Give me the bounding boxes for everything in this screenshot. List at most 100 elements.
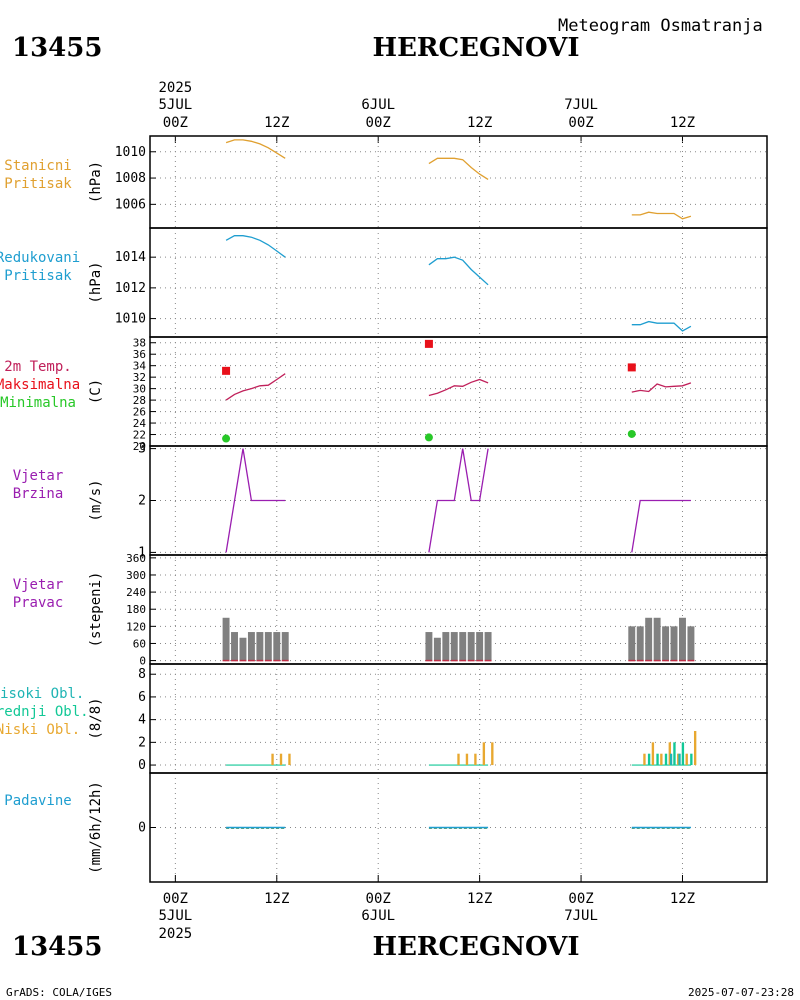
- cloud-bar: [271, 753, 274, 766]
- bottom-hour-label: 00Z: [568, 891, 593, 907]
- wind-direction-bar: [687, 626, 695, 661]
- tmax-marker: [627, 363, 636, 372]
- bottom-hour-label: 12Z: [264, 891, 289, 907]
- ytick-label: 22: [133, 429, 146, 442]
- top-hour-label: 00Z: [366, 115, 391, 131]
- tmax-marker: [424, 339, 433, 348]
- ytick-label: 20: [133, 440, 146, 453]
- top-hour-label: 12Z: [467, 115, 492, 131]
- ytick-label: 240: [126, 586, 146, 599]
- panel-label: Srednji Obl.: [0, 704, 89, 720]
- panel-reduced_pressure: 1010 1012 1014 (hPa) Redukovani Pritisak: [0, 227, 768, 338]
- ytick-label: 300: [126, 569, 146, 582]
- bottom-hour-label: 12Z: [670, 891, 695, 907]
- panel-frame: [149, 772, 768, 883]
- panel-label: Minimalna: [0, 395, 76, 411]
- bottom-hour-label: 00Z: [163, 891, 188, 907]
- bottom-hour-label: 00Z: [366, 891, 391, 907]
- ylabel-station_pressure: (hPa): [88, 161, 104, 203]
- ytick-label: 2: [138, 494, 146, 509]
- ytick-label: 1008: [115, 171, 146, 186]
- ytick-label: 1012: [115, 281, 146, 296]
- wind-direction-bar: [467, 632, 475, 661]
- cloud-bar: [643, 753, 646, 766]
- ytick-label: 26: [133, 406, 146, 419]
- ylabel-temperature: (C): [88, 379, 104, 404]
- panel-station_pressure: 1006 1008 1010 (hPa) Stanicni Pritisak: [4, 135, 768, 229]
- ytick-label: 1014: [115, 250, 146, 265]
- ytick-label: 1010: [115, 312, 146, 327]
- bottom-year-label: 2025: [158, 926, 192, 942]
- ytick-label: 60: [133, 637, 146, 650]
- cloud-bar: [668, 742, 671, 766]
- wind-direction-bar: [239, 637, 247, 661]
- panel-label: Maksimalna: [0, 377, 80, 393]
- wind-direction-bar: [425, 632, 433, 661]
- wind-direction-bar: [256, 632, 264, 661]
- ytick-label: 34: [133, 360, 147, 373]
- wind-direction-bar: [636, 626, 644, 661]
- panel-label: Pravac: [13, 595, 64, 611]
- top-hour-label: 12Z: [264, 115, 289, 131]
- top-date-label: 7JUL: [564, 97, 598, 113]
- bottom-date-label: 7JUL: [564, 908, 598, 924]
- panel-clouds: 0 2 4 6 8 (8/8)Visoki Obl. Srednji Obl. Niski O…: [0, 663, 768, 774]
- ytick-label: 8: [138, 667, 146, 682]
- tmin-marker: [424, 433, 433, 442]
- top-year-label: 2025: [158, 80, 192, 96]
- wind-direction-bar: [670, 626, 678, 661]
- wind-direction-bar: [231, 632, 238, 661]
- tmin-marker: [627, 429, 636, 438]
- cloud-bar: [647, 753, 651, 766]
- ytick-label: 38: [133, 337, 146, 350]
- ytick-label: 180: [126, 603, 146, 616]
- station-name-top: HERCEGNOVI: [373, 33, 580, 63]
- top-date-label: 6JUL: [361, 97, 395, 113]
- ytick-label: 2: [138, 735, 146, 750]
- series-line-wind_speed: [631, 499, 691, 553]
- wind-direction-bar: [222, 617, 230, 661]
- ylabel-precipitation: (mm/6h/12h): [88, 781, 104, 874]
- ytick-label: 6: [138, 690, 146, 705]
- panel-label: Pritisak: [4, 268, 72, 284]
- wind-direction-bar: [645, 617, 653, 661]
- series-line-temperature: [631, 382, 692, 393]
- station-id-bottom: 13455: [12, 932, 102, 962]
- series-line-reduced_pressure: [225, 235, 286, 258]
- wind-direction-bar: [628, 626, 636, 661]
- cloud-bar: [482, 742, 486, 766]
- cloud-bar: [681, 742, 685, 766]
- ytick-label: 0: [138, 758, 146, 773]
- cloud-bar: [673, 742, 676, 766]
- ytick-label: 1: [138, 545, 146, 560]
- station-id-top: 13455: [12, 33, 102, 63]
- ytick-label: 30: [133, 383, 146, 396]
- cloud-bar: [288, 753, 291, 766]
- panel-frame: [149, 227, 768, 338]
- ylabel-reduced_pressure: (hPa): [88, 261, 104, 303]
- panel-label: Visoki Obl.: [0, 686, 84, 702]
- ylabel-clouds: (8/8): [88, 697, 104, 739]
- series-line-station_pressure: [428, 157, 489, 180]
- wind-direction-bar: [433, 637, 441, 661]
- cloud-bar: [677, 753, 680, 766]
- series-line-temperature: [428, 378, 489, 397]
- series-line-wind_speed: [225, 448, 286, 553]
- ytick-label: 1010: [115, 145, 146, 160]
- header: 13455 HERCEGNOVI Meteogram Osmatranja: [12, 16, 763, 63]
- cloud-bar: [491, 742, 494, 766]
- wind-direction-bar: [273, 632, 281, 661]
- wind-direction-bar: [459, 632, 467, 661]
- panel-label: Stanicni: [4, 158, 71, 174]
- wind-direction-bar: [281, 632, 289, 661]
- wind-direction-bar: [264, 632, 272, 661]
- credit-text: GrADS: COLA/IGES: [6, 986, 112, 999]
- panel-label: Redukovani: [0, 250, 80, 266]
- tmax-marker: [222, 366, 231, 375]
- series-line-station_pressure: [225, 139, 286, 159]
- wind-direction-bar: [484, 632, 492, 661]
- product-title: Meteogram Osmatranja: [558, 16, 763, 36]
- cloud-bar: [465, 753, 469, 766]
- top-date-label: 5JUL: [158, 97, 192, 113]
